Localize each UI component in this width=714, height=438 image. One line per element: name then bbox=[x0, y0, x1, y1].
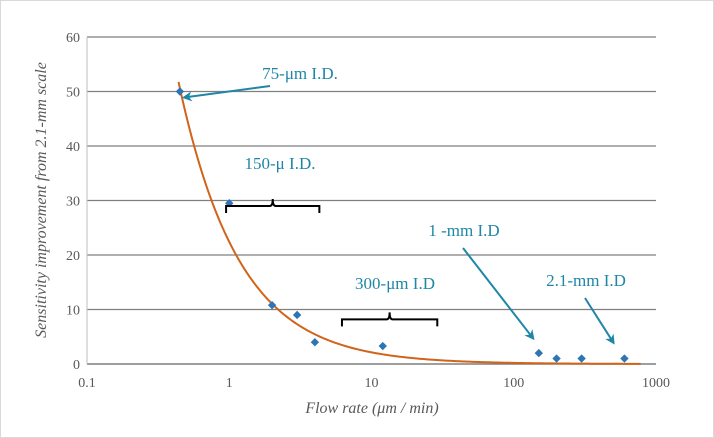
trendline bbox=[177, 81, 641, 365]
data-point-1 bbox=[175, 87, 185, 96]
x-tick-label-0.1: 0.1 bbox=[78, 376, 96, 391]
data-point-5 bbox=[310, 338, 320, 347]
y-tick-label-30: 30 bbox=[66, 195, 80, 210]
y-tick-label-50: 50 bbox=[66, 86, 80, 101]
y-tick-label-0: 0 bbox=[73, 358, 80, 373]
x-tick-label-1000: 1000 bbox=[642, 376, 670, 391]
y-tick-label-20: 20 bbox=[66, 249, 80, 264]
data-points bbox=[175, 87, 629, 363]
x-tick-label-100: 100 bbox=[503, 376, 524, 391]
y-tick-label-40: 40 bbox=[66, 140, 80, 155]
x-axis-title: Flow rate (μm / min) bbox=[304, 400, 438, 417]
x-tick-label-1: 1 bbox=[226, 376, 233, 391]
annotation-label-300um: 300-μm I.D bbox=[355, 274, 435, 293]
data-point-9 bbox=[577, 354, 586, 363]
annotation-label-150um: 150-μ I.D. bbox=[245, 154, 316, 173]
data-point-8 bbox=[552, 354, 561, 363]
data-point-7 bbox=[534, 348, 543, 358]
data-point-10 bbox=[620, 354, 629, 363]
annotation-label-1mm: 1 -mm I.D bbox=[428, 221, 499, 240]
y-tick-label-60: 60 bbox=[66, 31, 80, 46]
annotation-bracket-150um bbox=[225, 199, 321, 214]
y-tick-label-10: 10 bbox=[66, 304, 80, 319]
tick-labels: 0 10 20 30 40 50 60 0.1 1 10 100 1000 bbox=[66, 31, 670, 391]
annotations: 75-μm I.D. 150-μ I.D. 300-μm I.D 1 -mm I.D 2… bbox=[181, 64, 626, 345]
grid-lines bbox=[86, 36, 656, 365]
annotation-label-2-1mm: 2.1-mm I.D bbox=[546, 271, 626, 290]
annotation-bracket-300um bbox=[340, 312, 439, 327]
annotation-arrow-2-1mm bbox=[584, 297, 615, 345]
annotation-arrow-1mm bbox=[462, 247, 535, 341]
data-point-6 bbox=[378, 341, 387, 351]
data-point-4 bbox=[292, 310, 302, 320]
y-axis-title: Sensitivity improvement from 2.1-mm scal… bbox=[33, 62, 50, 338]
trendline-group bbox=[177, 81, 641, 365]
data-point-3 bbox=[267, 300, 277, 310]
annotation-label-75um: 75-μm I.D. bbox=[262, 64, 338, 83]
annotation-arrow-75um bbox=[181, 85, 271, 102]
x-tick-label-10: 10 bbox=[365, 376, 379, 391]
